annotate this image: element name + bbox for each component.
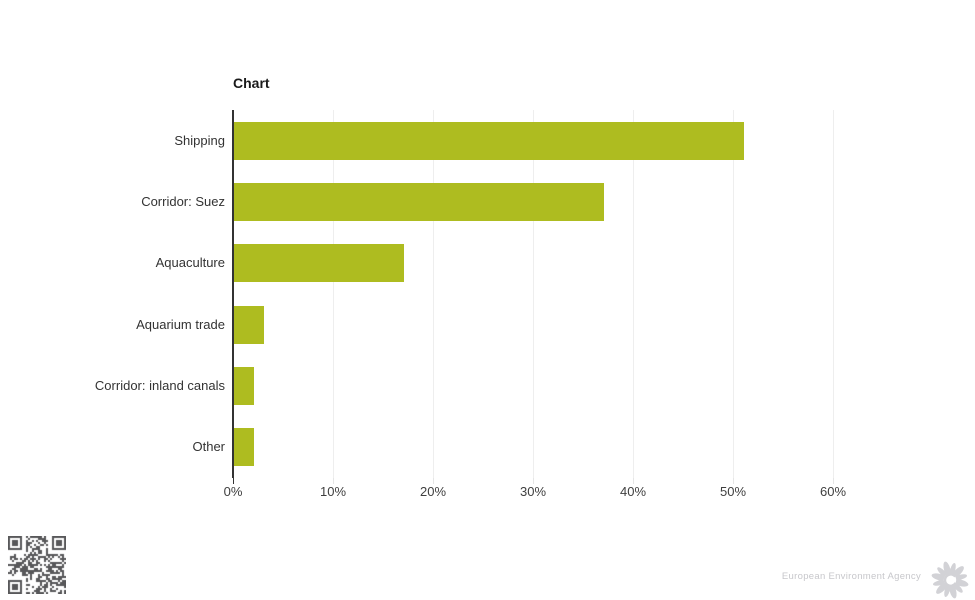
x-tick-mark	[633, 478, 634, 484]
x-tick-mark	[233, 478, 234, 484]
bar[interactable]	[234, 244, 404, 283]
agency-name: European Environment Agency	[781, 570, 921, 582]
bar[interactable]	[234, 428, 254, 467]
x-tick-mark	[733, 478, 734, 484]
category-label: Aquaculture	[155, 255, 225, 271]
logo-petals	[931, 561, 969, 599]
bar[interactable]	[234, 367, 254, 405]
value-axis: 0% 10% 20% 30% 40% 50% 60%	[224, 484, 873, 502]
category-label: Aquarium trade	[136, 316, 225, 332]
bar[interactable]	[234, 305, 264, 344]
eea-sunflower-logo	[931, 561, 969, 599]
x-tick-label: 0%	[223, 484, 243, 499]
x-tick-label: 30%	[519, 484, 547, 499]
category-label: Corridor: inland canals	[94, 378, 225, 393]
gridline	[833, 110, 834, 478]
gridline	[433, 110, 434, 478]
gridline	[633, 110, 634, 478]
x-tick-label: 20%	[419, 484, 447, 499]
y-axis-line	[232, 110, 234, 478]
qr-code	[8, 536, 66, 594]
eea-footer: European Environment Agency	[782, 560, 969, 600]
category-label: Shipping	[174, 132, 225, 148]
x-tick-mark	[433, 478, 434, 484]
gridline	[333, 110, 334, 478]
x-tick-label: 40%	[619, 484, 647, 499]
bar[interactable]	[234, 121, 744, 160]
x-tick-label: 10%	[319, 484, 347, 499]
x-tick-mark	[533, 478, 534, 484]
x-tick-mark	[833, 478, 834, 484]
x-tick-label: 60%	[819, 484, 847, 499]
category-label: Corridor: Suez	[141, 194, 225, 209]
chart-title: Chart	[233, 75, 270, 91]
gridline	[733, 110, 734, 478]
category-axis: Shipping Corridor: Suez Aquaculture Aquariu…	[0, 110, 225, 478]
gridline	[533, 110, 534, 478]
category-label: Other	[192, 439, 225, 455]
x-tick-label: 50%	[719, 484, 747, 499]
plot-area	[232, 110, 834, 484]
x-tick-mark	[333, 478, 334, 484]
bar[interactable]	[234, 183, 604, 221]
